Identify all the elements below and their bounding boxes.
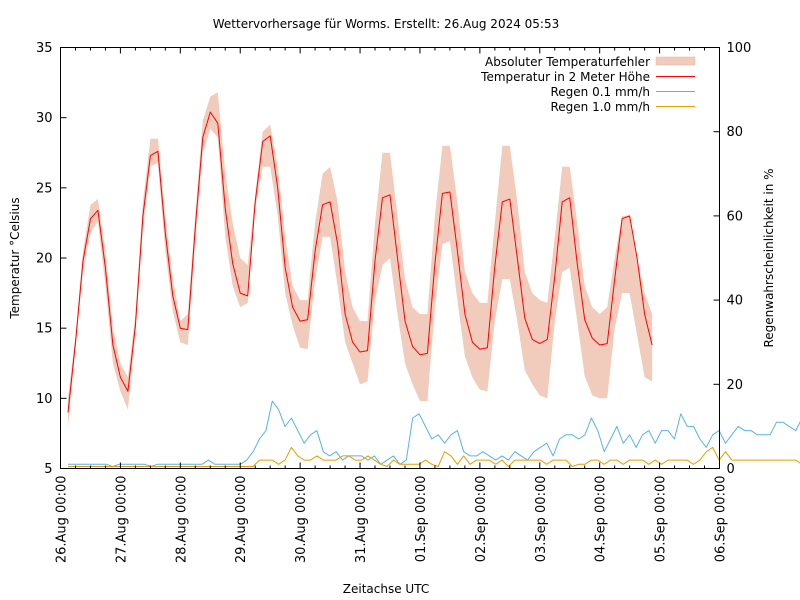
legend-label-rain-01: Regen 0.1 mm/h (550, 85, 650, 99)
y2-axis-label: Regenwahrscheinlichkeit in % (762, 168, 776, 347)
y2-tick-label: 20 (727, 378, 744, 393)
x-tick-label: 29.Aug 00:00 (234, 476, 249, 564)
x-axis: 26.Aug 00:00 27.Aug 00:00 28.Aug 00:00 29.A… (55, 47, 729, 564)
temperature-error-band-layer (68, 92, 653, 427)
legend-item-rain-01: Regen 0.1 mm/h (550, 85, 695, 99)
chart-title: Wettervorhersage für Worms. Erstellt: 26… (213, 17, 560, 31)
y2-tick-label: 100 (727, 41, 752, 56)
rain-01-line (68, 400, 800, 467)
x-tick-label: 31.Aug 00:00 (354, 476, 369, 564)
legend-item-rain-10: Regen 1.0 mm/h (550, 100, 695, 114)
x-tick-label: 30.Aug 00:00 (294, 476, 309, 564)
x-tick-label: 01.Sep 00:00 (414, 476, 429, 563)
rain-10-line (68, 446, 800, 467)
legend-label-rain-10: Regen 1.0 mm/h (550, 100, 650, 114)
x-tick-label: 26.Aug 00:00 (55, 476, 70, 564)
legend-item-error-band: Absoluter Temperaturfehler (485, 55, 696, 69)
x-tick-label: 04.Sep 00:00 (594, 476, 609, 563)
x-tick-label: 06.Sep 00:00 (714, 476, 729, 563)
y2-tick-label: 0 (727, 462, 735, 477)
temperature-line-layer (67, 111, 653, 413)
temperature-line (67, 111, 653, 413)
y-axis-right: 0 20 40 60 80 100 (713, 41, 752, 477)
y-tick-label: 20 (36, 252, 53, 267)
legend-label-temperature: Temperatur in 2 Meter Höhe (480, 70, 650, 84)
legend-item-temperature: Temperatur in 2 Meter Höhe (480, 70, 695, 84)
y-tick-label: 30 (36, 111, 53, 126)
rain-lines-layer (68, 400, 800, 467)
y-axis-label: Temperatur °Celsius (8, 197, 22, 319)
x-tick-label: 02.Sep 00:00 (474, 476, 489, 563)
y-tick-label: 35 (36, 41, 53, 56)
y2-tick-label: 40 (727, 294, 744, 309)
x-axis-label: Zeitachse UTC (343, 582, 429, 596)
y-tick-label: 5 (44, 462, 52, 477)
x-tick-label: 05.Sep 00:00 (654, 476, 669, 563)
y-tick-label: 15 (36, 322, 53, 337)
legend-swatch-error-band (655, 56, 696, 66)
x-tick-label: 27.Aug 00:00 (114, 476, 129, 564)
y-tick-label: 25 (36, 181, 53, 196)
x-tick-label: 03.Sep 00:00 (534, 476, 549, 563)
y-tick-label: 10 (36, 392, 53, 407)
y2-tick-label: 80 (727, 125, 744, 140)
temperature-error-band (68, 92, 653, 427)
x-tick-label: 28.Aug 00:00 (174, 476, 189, 564)
legend-label-error-band: Absoluter Temperaturfehler (485, 55, 650, 69)
legend: Absoluter Temperaturfehler Temperatur in… (480, 55, 696, 114)
y-axis-left: 5 10 15 20 25 30 35 (36, 41, 67, 477)
y2-tick-label: 60 (727, 209, 744, 224)
